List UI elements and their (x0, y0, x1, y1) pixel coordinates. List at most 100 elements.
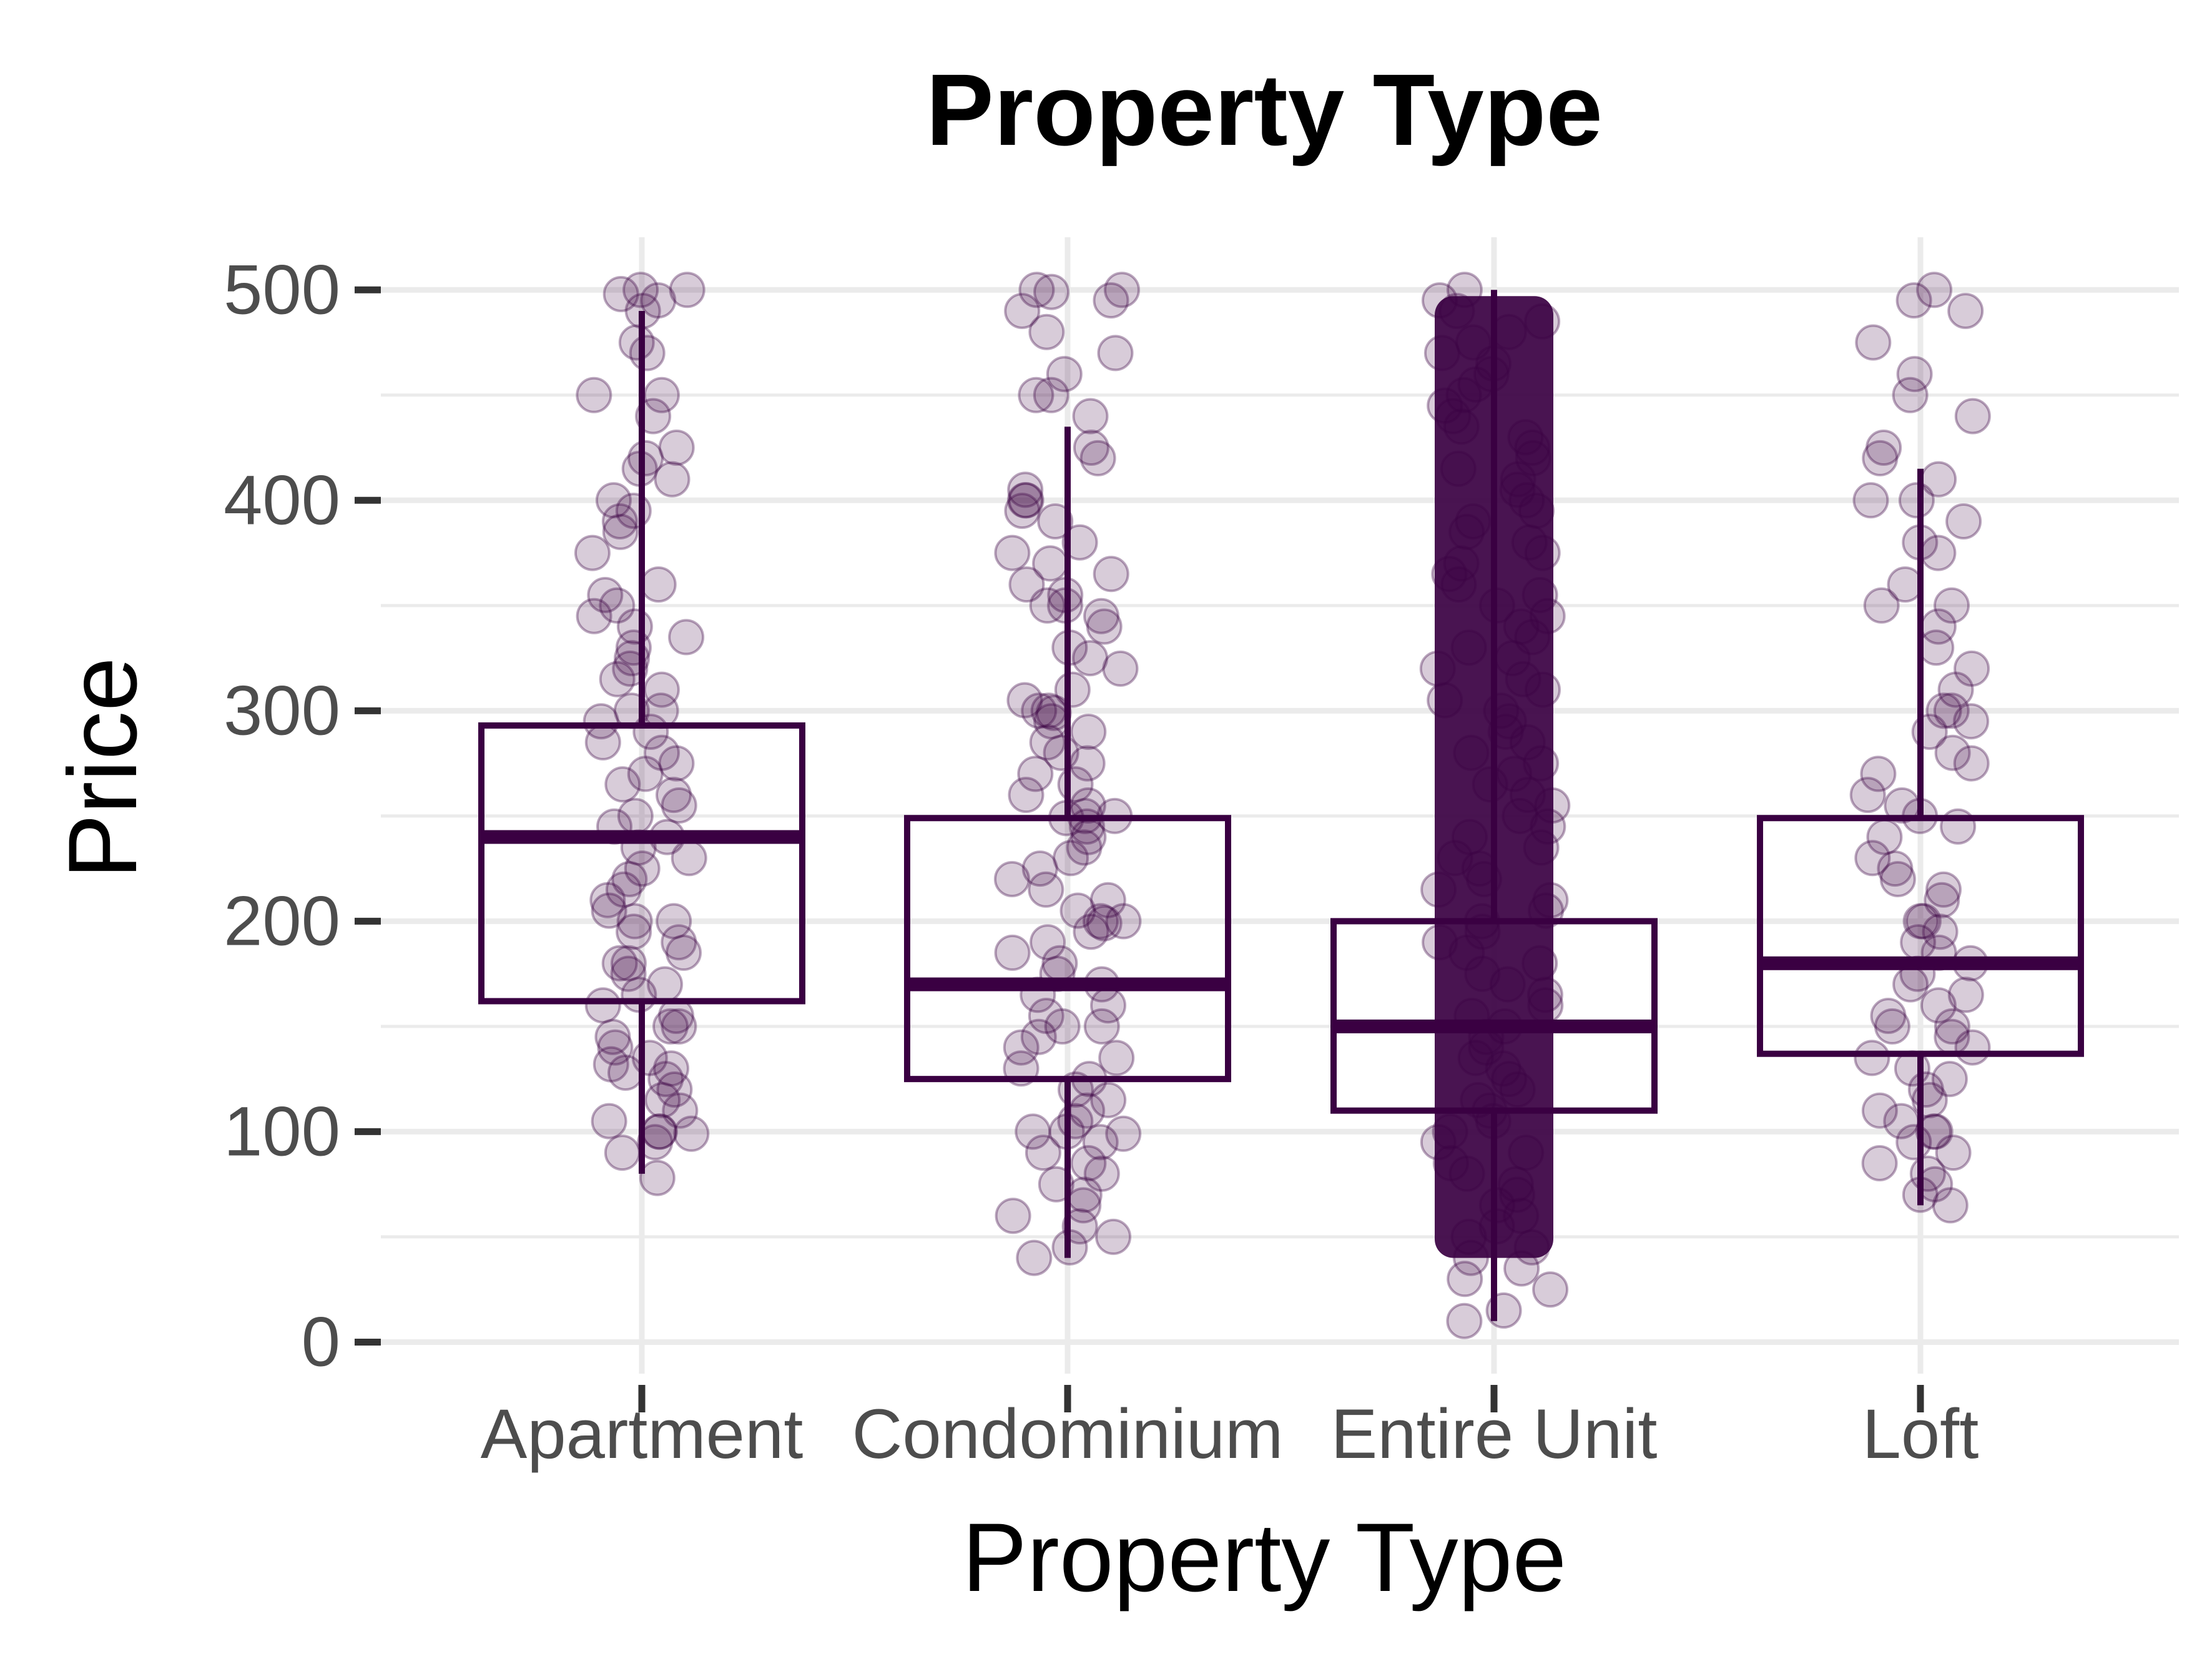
data-point (1874, 1008, 1910, 1045)
data-point (647, 1061, 684, 1098)
data-point (1004, 493, 1041, 529)
data-point (1855, 324, 1892, 361)
data-point (1862, 440, 1899, 476)
data-point (1086, 608, 1123, 645)
data-point (595, 482, 632, 519)
data-point (601, 503, 638, 539)
y-tick-label: 0 (302, 1302, 340, 1381)
data-point (669, 272, 705, 308)
data-point (1097, 335, 1134, 372)
data-point (1854, 1040, 1890, 1076)
data-point (644, 734, 680, 771)
data-point (1029, 724, 1066, 761)
data-point (640, 566, 677, 603)
data-point (1865, 430, 1902, 466)
data-point (1073, 430, 1109, 466)
data-point (1083, 1155, 1120, 1192)
data-point (1006, 682, 1043, 719)
data-point (1066, 829, 1103, 866)
data-point (1892, 377, 1929, 413)
data-point (1854, 840, 1891, 877)
data-point (597, 1029, 634, 1066)
data-point (582, 703, 619, 740)
data-point (662, 1092, 699, 1129)
data-point (1947, 293, 1984, 329)
y-tick-label: 200 (224, 882, 340, 960)
data-point (601, 945, 638, 982)
data-point (1032, 545, 1069, 582)
data-point (1104, 272, 1140, 308)
data-point (616, 913, 652, 950)
data-point (1083, 903, 1119, 940)
data-point (594, 1018, 631, 1055)
data-point (1870, 998, 1907, 1034)
data-point (591, 892, 627, 929)
data-point (1446, 1302, 1483, 1339)
data-point (584, 987, 621, 1024)
data-point (1072, 398, 1109, 435)
data-point (994, 934, 1031, 971)
data-point (1863, 587, 1900, 624)
data-point (1887, 566, 1924, 603)
data-point (576, 598, 612, 634)
data-point (612, 650, 649, 687)
data-point (1861, 1092, 1898, 1129)
data-point (1931, 1061, 1968, 1098)
data-point (1054, 671, 1091, 708)
data-point (604, 1135, 641, 1171)
data-point (1072, 640, 1109, 677)
data-point (1879, 861, 1916, 897)
data-point (1030, 924, 1066, 961)
data-point (592, 1046, 629, 1083)
data-point (994, 534, 1031, 571)
data-point (1953, 745, 1990, 782)
data-point (1082, 1124, 1119, 1161)
data-point (639, 1159, 676, 1196)
data-point (1028, 313, 1065, 350)
y-tick-label: 100 (224, 1092, 340, 1170)
data-point (1069, 787, 1106, 824)
data-point (1070, 714, 1107, 750)
data-point (1008, 482, 1045, 519)
data-point (1447, 1261, 1483, 1297)
box (904, 815, 1231, 1083)
data-point (602, 513, 639, 550)
x-tick-label: Condominium (852, 1395, 1284, 1473)
data-point (661, 787, 697, 824)
data-point (611, 861, 648, 897)
x-axis-title: Property Type (962, 1504, 1566, 1612)
data-point (1046, 356, 1083, 393)
data-point (1093, 556, 1129, 593)
data-point (1945, 503, 1982, 539)
data-point (574, 534, 611, 571)
data-point (1934, 587, 1970, 624)
data-point (1093, 282, 1129, 319)
data-point (1029, 587, 1066, 624)
axes: 0 100 200 300 400 500 Apartment Condominium Enti… (224, 250, 1979, 1473)
data-point (1008, 566, 1045, 603)
data-point (1037, 503, 1074, 539)
data-point (653, 1050, 689, 1087)
data-point (666, 934, 702, 971)
data-point (1905, 903, 1942, 940)
data-point (1086, 905, 1123, 942)
data-point (576, 377, 612, 413)
data-point (627, 756, 664, 792)
box-plots (478, 290, 2084, 1321)
data-point (652, 1008, 689, 1045)
data-point (1954, 650, 1990, 687)
data-point (1006, 482, 1043, 519)
data-point (644, 1081, 681, 1118)
data-point (1020, 1018, 1057, 1055)
data-point (587, 577, 624, 613)
data-point (1924, 882, 1960, 918)
data-point (1937, 671, 1974, 708)
data-point (627, 440, 664, 476)
data-point (1925, 692, 1962, 729)
data-point (1916, 272, 1953, 308)
y-tick-label: 500 (224, 250, 340, 328)
data-point (1033, 377, 1069, 413)
data-point (661, 924, 697, 961)
y-tick-label: 400 (224, 461, 340, 539)
